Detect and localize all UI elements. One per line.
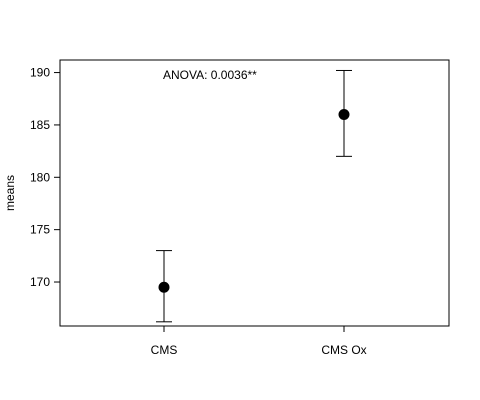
y-axis: 170 175 180 185 190 bbox=[30, 66, 60, 289]
x-category-label-0: CMS bbox=[151, 343, 178, 357]
data-point-0 bbox=[158, 281, 170, 293]
x-category-label-1: CMS Ox bbox=[321, 343, 366, 357]
anova-annotation: ANOVA: 0.0036** bbox=[163, 68, 257, 82]
data-point-1 bbox=[338, 108, 350, 120]
y-axis-title: means bbox=[3, 175, 17, 211]
y-tick-label-175: 175 bbox=[30, 223, 50, 237]
y-tick-label-170: 170 bbox=[30, 275, 50, 289]
data-marks bbox=[156, 69, 352, 323]
y-tick-label-190: 190 bbox=[30, 66, 50, 80]
x-axis: CMS CMS Ox bbox=[151, 326, 367, 357]
y-tick-label-180: 180 bbox=[30, 170, 50, 184]
y-tick-label-185: 185 bbox=[30, 118, 50, 132]
plot-frame bbox=[59, 59, 450, 327]
